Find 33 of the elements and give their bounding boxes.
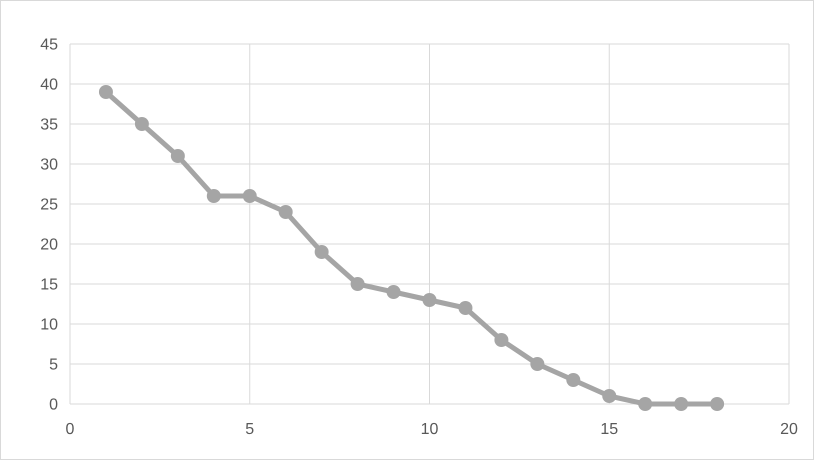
y-tick-label: 40 [40,76,58,94]
point [206,189,221,203]
point [422,293,436,307]
y-tick-label: 15 [40,276,58,294]
point [710,397,724,411]
y-tick-label: 0 [49,396,58,414]
y-tick-label: 20 [40,236,58,254]
x-tick-label: 15 [600,421,618,438]
x-tick-label: 10 [420,421,438,438]
point [638,397,652,411]
point [242,189,257,203]
point [350,277,365,291]
x-tick-label: 0 [66,421,75,438]
point [530,357,544,371]
point [602,389,616,403]
point [98,85,113,99]
y-tick-label: 45 [40,36,58,54]
y-tick-label: 35 [40,116,58,134]
point [566,373,580,387]
point [386,285,401,299]
x-tick-label: 20 [780,421,798,438]
point [458,301,472,315]
point [134,117,149,131]
y-tick-label: 25 [40,196,58,214]
point [674,397,688,411]
y-tick-label: 5 [49,356,58,374]
point [170,149,185,163]
point [278,205,293,219]
y-tick-label: 10 [40,316,58,334]
y-tick-label: 30 [40,156,58,174]
x-tick-label: 5 [245,421,254,438]
point [494,333,508,347]
point [314,245,329,259]
